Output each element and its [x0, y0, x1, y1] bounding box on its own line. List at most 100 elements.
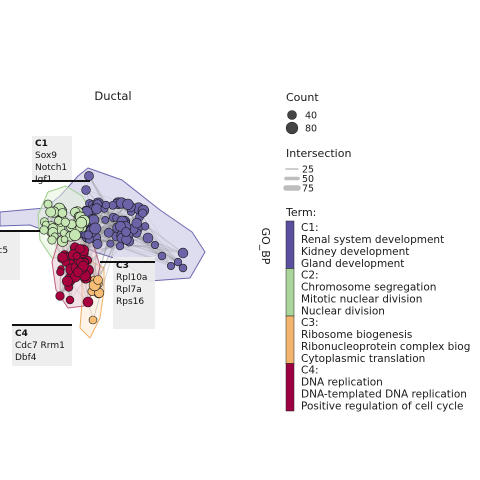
node-c1	[178, 263, 188, 273]
node-c2	[60, 217, 70, 227]
callout-gene: Dbf4	[15, 353, 37, 363]
intersection-key-label: 50	[302, 174, 314, 185]
node-c4	[72, 252, 81, 260]
term-label: C3:	[301, 317, 319, 329]
node-c1	[83, 230, 93, 240]
intersection-key-label: 25	[302, 165, 314, 176]
callout-title: C1	[35, 139, 48, 149]
node-c4	[56, 267, 65, 277]
callout-c1: C1 Sox9 Notch1 Igf1	[32, 136, 90, 185]
callout-gene: Cdc7 Rrm1	[15, 341, 65, 351]
node-c1	[115, 241, 125, 251]
term-label: Renal system development	[301, 234, 444, 246]
node-c1	[121, 227, 131, 237]
node-c4	[82, 296, 94, 308]
callout-box	[113, 257, 155, 329]
callout-c3: C3 Rpl10a Rpl7a Rps16	[100, 257, 155, 329]
count-key-label: 40	[305, 111, 317, 122]
term-color-c4	[285, 363, 295, 412]
term-color-c1	[285, 220, 295, 269]
intersection-legend-title: Intersection	[286, 147, 351, 160]
node-c4	[57, 252, 68, 263]
term-label: Positive regulation of cell cycle	[301, 401, 463, 413]
term-label: C4:	[301, 365, 319, 377]
node-c4	[62, 275, 73, 287]
node-c1	[131, 217, 142, 229]
node-c2	[69, 229, 81, 241]
callout-box	[32, 136, 72, 180]
edge	[59, 258, 62, 297]
chart-title: Ductal	[94, 89, 131, 103]
term-label: C2:	[301, 270, 319, 282]
node-c2	[57, 208, 68, 218]
node-c1	[81, 185, 91, 195]
node-c2	[45, 206, 57, 218]
node-c1	[138, 208, 148, 218]
callout-gene: Ncaprc5	[0, 246, 8, 256]
callout-c2: C2Ncaprc5CenpCenpe	[0, 230, 40, 280]
term-label: Mitotic nuclear division	[301, 294, 422, 306]
callout-gene: Sox9	[35, 151, 57, 161]
term-label: Ribonucleoprotein complex biog	[301, 341, 470, 353]
count-key-circle	[285, 121, 299, 135]
node-c1	[89, 222, 102, 235]
node-c4	[65, 295, 75, 305]
node-c1	[173, 257, 183, 267]
node-c2	[75, 216, 88, 229]
node-c1	[101, 200, 111, 210]
callout-box	[0, 232, 20, 280]
node-c4	[75, 244, 85, 254]
term-label: Cytoplasmic translation	[301, 353, 425, 365]
node-c1	[122, 198, 134, 210]
node-c2	[43, 199, 53, 209]
node-c1	[177, 247, 189, 259]
side-label: GO_BP	[259, 228, 272, 265]
node-c1	[101, 215, 110, 224]
term-label: C1:	[301, 222, 319, 234]
node-c2	[47, 235, 57, 245]
node-c1	[91, 203, 103, 215]
cluster-callouts: C1 Sox9 Notch1 Igf1 C2Ncaprc5CenpCenpe C3 Rpl1…	[0, 136, 155, 366]
node-c2	[39, 225, 49, 235]
term-label: Gland development	[301, 258, 404, 270]
term-label: DNA replication	[301, 377, 383, 389]
network-nodes	[39, 171, 189, 325]
edge	[85, 234, 184, 269]
callout-title: C4	[15, 329, 28, 339]
node-c1	[142, 232, 154, 244]
callout-gene: Notch1	[35, 163, 67, 173]
term-label: Ribosome biogenesis	[301, 329, 412, 341]
callout-box	[12, 324, 72, 366]
callout-gene: Rps16	[116, 297, 144, 307]
node-c1	[157, 251, 167, 261]
edge	[88, 175, 117, 219]
node-c1	[103, 227, 114, 238]
term-label: Kidney development	[301, 246, 409, 258]
cluster-hulls	[0, 167, 206, 339]
node-c1	[151, 241, 160, 250]
term-color-c3	[285, 315, 295, 364]
edge	[126, 239, 179, 263]
term-label: DNA-templated DNA replication	[301, 389, 467, 401]
node-c4	[73, 267, 83, 278]
callout-title: C3	[116, 261, 129, 271]
edge	[92, 226, 121, 321]
node-c4	[55, 291, 65, 301]
node-c2	[60, 235, 69, 244]
term-legend-title: Term:	[285, 206, 316, 219]
node-c1	[92, 239, 103, 249]
callout-c4: C4 Cdc7 Rrm1 Dbf4	[12, 324, 72, 366]
callout-gene: Rpl10a	[116, 273, 147, 283]
intersection-key-label: 75	[302, 184, 314, 195]
node-c3	[88, 315, 98, 325]
callout-gene: Igf1	[35, 175, 52, 185]
callout-gene: Rpl7a	[116, 285, 142, 295]
node-c1	[106, 239, 115, 248]
term-color-c2	[285, 268, 295, 317]
term-label: Chromosome segregation	[301, 282, 436, 294]
term-label: Nuclear division	[301, 306, 385, 318]
count-legend-title: Count	[286, 91, 319, 104]
